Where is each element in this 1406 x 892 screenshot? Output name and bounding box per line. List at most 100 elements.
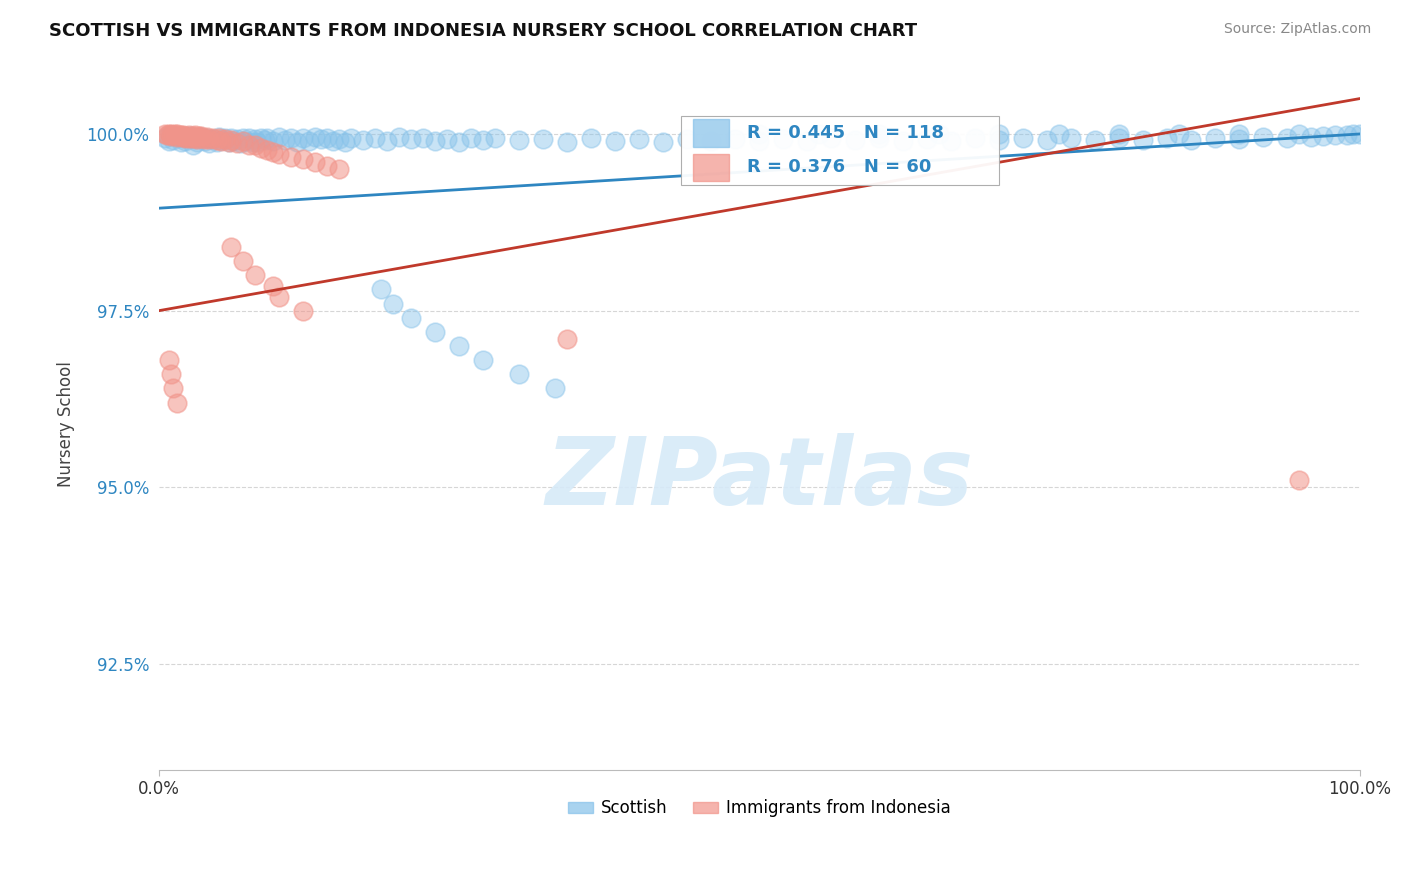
- Point: [208, 131, 231, 145]
- Point: [243, 137, 266, 152]
- Point: [250, 130, 273, 145]
- Point: [412, 130, 434, 145]
- FancyBboxPatch shape: [682, 116, 1000, 185]
- Point: [162, 381, 184, 395]
- Point: [238, 130, 260, 145]
- Point: [891, 134, 914, 148]
- Point: [1288, 127, 1310, 141]
- Point: [169, 129, 191, 144]
- Point: [198, 136, 221, 150]
- Y-axis label: Nursery School: Nursery School: [58, 360, 75, 487]
- Point: [246, 136, 269, 150]
- Point: [202, 130, 225, 145]
- Point: [1180, 133, 1202, 147]
- Point: [262, 134, 284, 148]
- Point: [214, 132, 236, 146]
- Point: [160, 128, 183, 143]
- Point: [1168, 127, 1191, 141]
- Point: [772, 132, 794, 146]
- Point: [1156, 130, 1178, 145]
- Point: [724, 132, 747, 146]
- Point: [304, 129, 326, 144]
- Point: [700, 134, 723, 148]
- Point: [449, 136, 471, 150]
- Point: [328, 132, 350, 146]
- Point: [628, 132, 651, 146]
- Point: [292, 131, 315, 145]
- Point: [250, 141, 273, 155]
- Point: [256, 131, 278, 145]
- Point: [184, 130, 207, 145]
- Text: R = 0.445   N = 118: R = 0.445 N = 118: [747, 124, 945, 142]
- Legend: Scottish, Immigrants from Indonesia: Scottish, Immigrants from Indonesia: [561, 793, 957, 824]
- Point: [172, 131, 194, 145]
- Text: Source: ZipAtlas.com: Source: ZipAtlas.com: [1223, 22, 1371, 37]
- Point: [304, 155, 326, 169]
- Point: [174, 134, 197, 148]
- Point: [232, 131, 254, 145]
- Point: [375, 134, 398, 148]
- Point: [605, 134, 627, 148]
- Point: [274, 133, 297, 147]
- Point: [218, 136, 240, 150]
- Point: [184, 128, 207, 143]
- Point: [1132, 133, 1154, 147]
- Point: [280, 130, 302, 145]
- Point: [219, 240, 242, 254]
- Point: [208, 129, 231, 144]
- Point: [194, 134, 217, 148]
- Point: [676, 132, 699, 146]
- Point: [195, 129, 218, 144]
- Point: [256, 143, 278, 157]
- Point: [162, 133, 184, 147]
- Point: [172, 129, 194, 144]
- Point: [292, 152, 315, 166]
- Point: [1060, 130, 1083, 145]
- Point: [399, 310, 422, 325]
- Point: [205, 135, 228, 149]
- Point: [820, 130, 842, 145]
- Point: [508, 368, 530, 382]
- Point: [917, 132, 939, 146]
- Point: [181, 129, 204, 144]
- Point: [195, 131, 218, 145]
- Point: [352, 133, 374, 147]
- Point: [198, 132, 221, 146]
- Point: [1288, 473, 1310, 487]
- Point: [531, 132, 554, 146]
- Point: [382, 296, 405, 310]
- Point: [157, 134, 180, 148]
- Point: [156, 128, 179, 143]
- Point: [868, 131, 890, 145]
- Point: [844, 133, 866, 147]
- Point: [267, 146, 290, 161]
- Point: [941, 134, 963, 148]
- Point: [555, 135, 578, 149]
- Point: [169, 128, 191, 143]
- Point: [965, 131, 987, 145]
- Point: [328, 162, 350, 177]
- Point: [928, 127, 950, 141]
- Point: [166, 129, 188, 144]
- Point: [186, 132, 208, 146]
- Point: [1084, 133, 1107, 147]
- Point: [243, 268, 266, 283]
- Point: [1348, 127, 1371, 141]
- Point: [177, 128, 200, 143]
- Point: [174, 131, 197, 145]
- Point: [544, 381, 567, 395]
- Point: [177, 130, 200, 145]
- FancyBboxPatch shape: [693, 153, 730, 181]
- Point: [267, 289, 290, 303]
- Point: [190, 129, 212, 144]
- Point: [163, 127, 186, 141]
- Point: [808, 127, 831, 141]
- Point: [472, 133, 495, 147]
- Point: [1312, 129, 1334, 144]
- Point: [174, 129, 197, 144]
- Point: [226, 132, 249, 146]
- Point: [262, 145, 284, 159]
- Point: [555, 332, 578, 346]
- Point: [988, 133, 1011, 147]
- Point: [1277, 131, 1299, 145]
